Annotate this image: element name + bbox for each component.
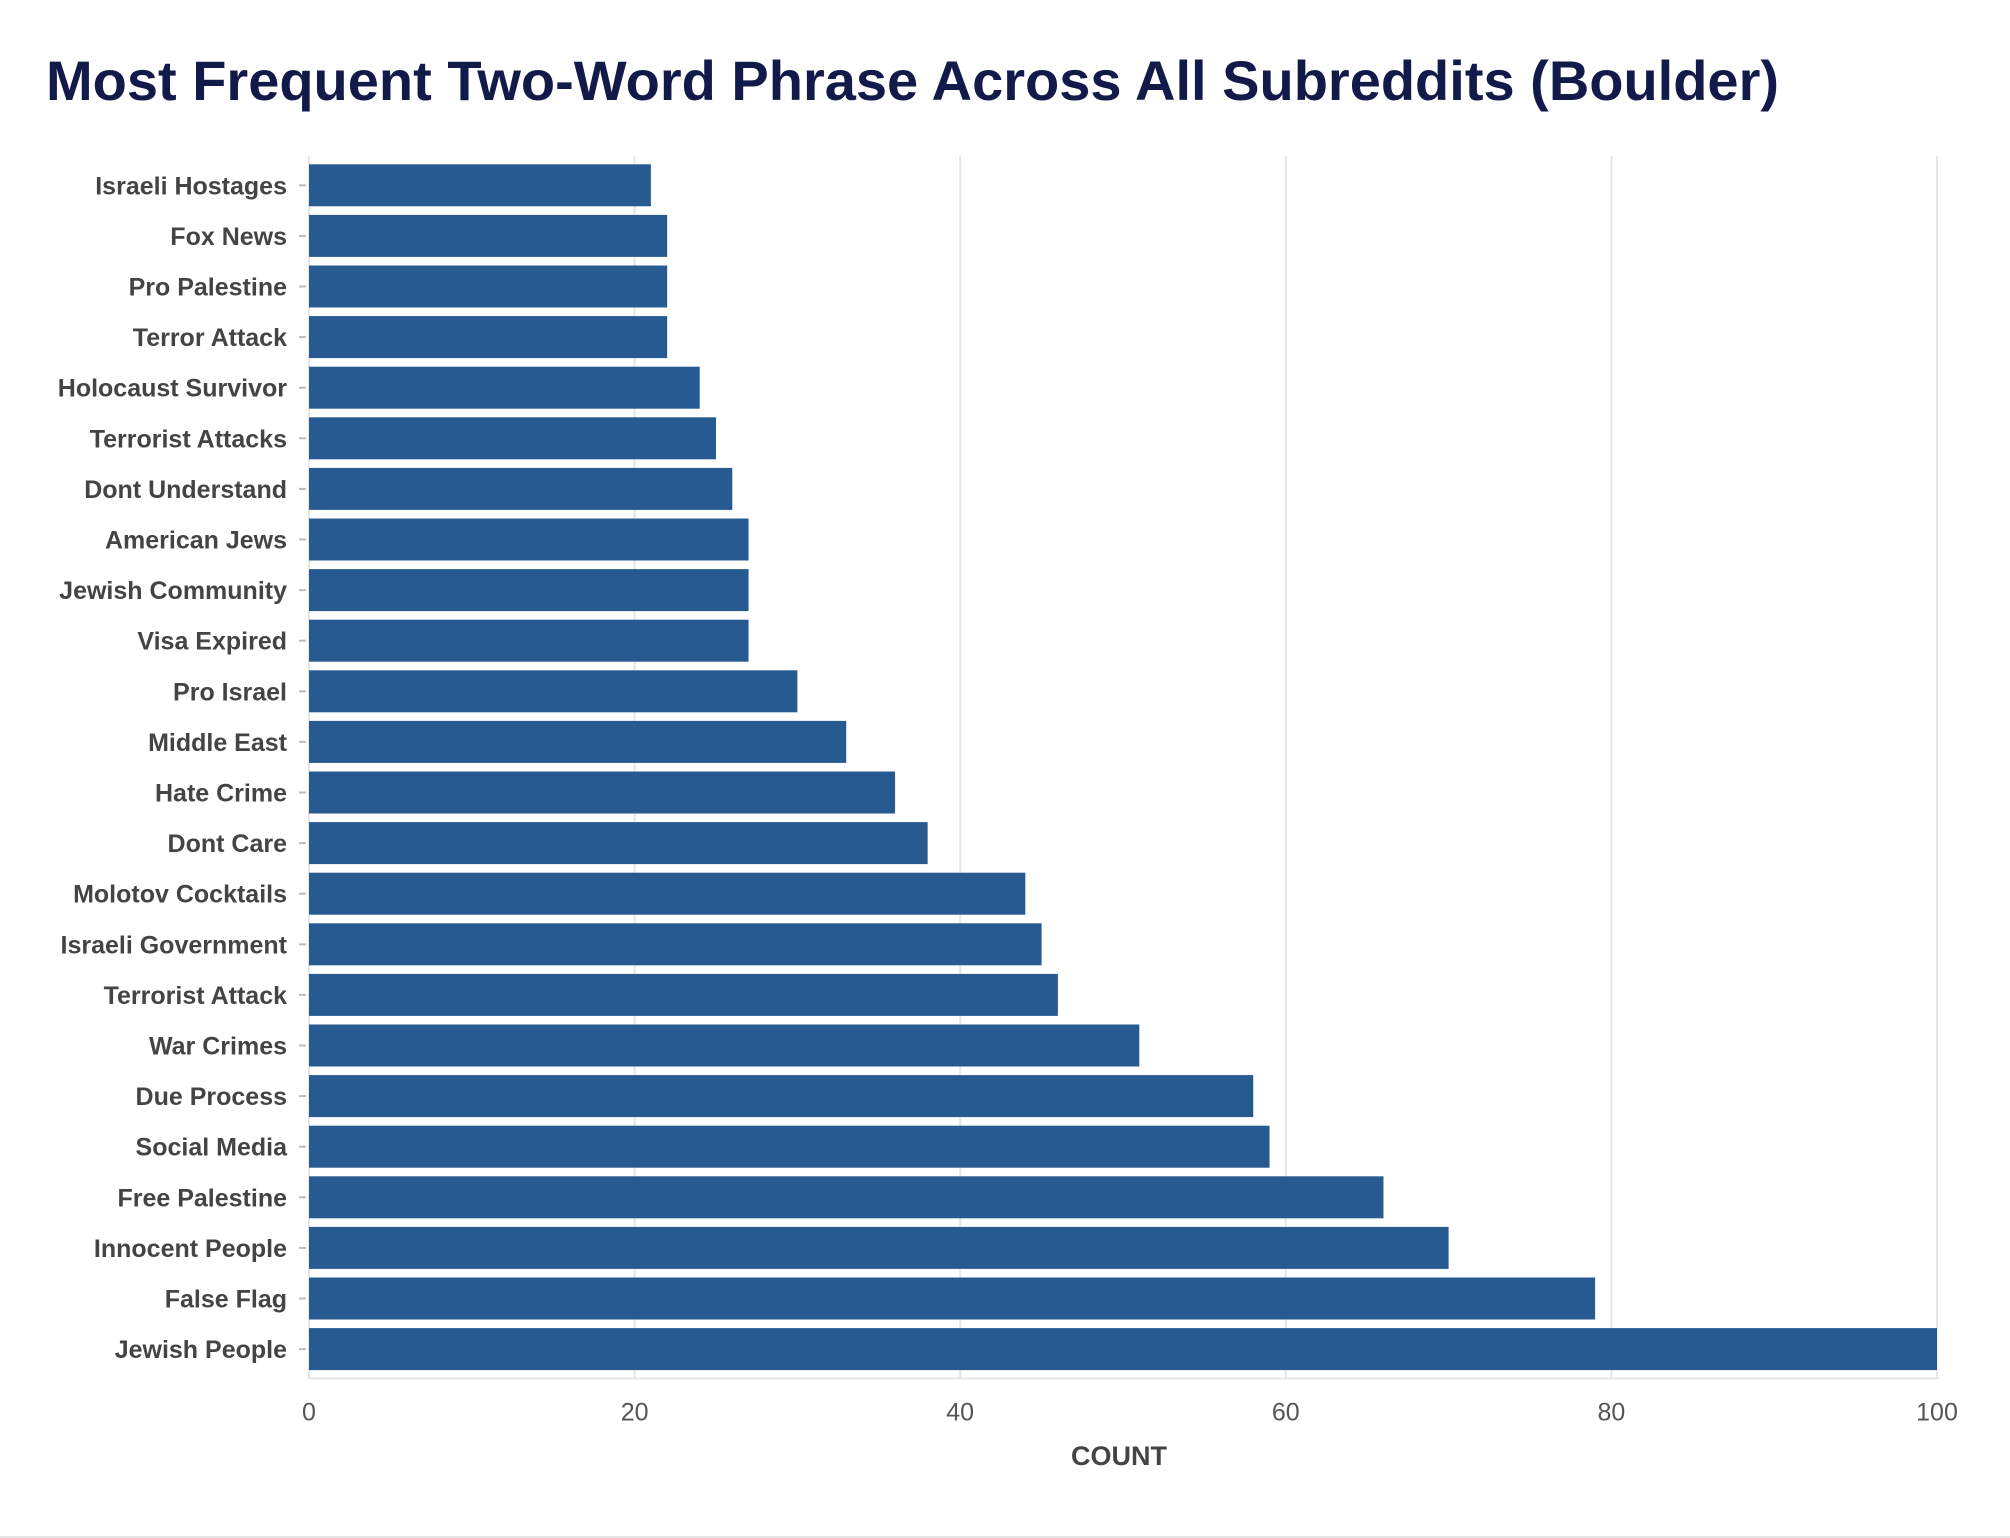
bar xyxy=(309,1024,1140,1067)
x-axis-title: COUNT xyxy=(1071,1441,1167,1471)
category-label: American Jews xyxy=(105,527,287,555)
grid-lines xyxy=(307,156,1939,1380)
bar xyxy=(309,1277,1596,1320)
bar xyxy=(309,720,847,763)
bar xyxy=(309,316,668,359)
x-axis-ticks: 0 20 40 60 80 100 xyxy=(302,1398,1958,1426)
bar xyxy=(309,569,749,612)
category-label: Visa Expired xyxy=(137,628,287,656)
x-tick-label: 40 xyxy=(946,1398,974,1426)
bar xyxy=(309,164,651,207)
category-label: Holocaust Survivor xyxy=(58,375,287,403)
x-tick-label: 0 xyxy=(302,1398,316,1426)
bar xyxy=(309,872,1026,915)
category-label: Middle East xyxy=(148,729,288,757)
bar xyxy=(309,923,1042,966)
category-label: Fox News xyxy=(170,223,287,251)
x-tick-label: 60 xyxy=(1272,1398,1300,1426)
bar xyxy=(309,619,749,662)
x-tick-label: 100 xyxy=(1916,1398,1958,1426)
x-tick-label: 20 xyxy=(621,1398,649,1426)
category-label: Terrorist Attack xyxy=(104,982,287,1010)
bar xyxy=(309,366,700,409)
bar xyxy=(309,1176,1384,1219)
category-label: Free Palestine xyxy=(117,1184,287,1212)
bar xyxy=(309,973,1058,1016)
category-label: Terrorist Attacks xyxy=(90,425,287,453)
category-label: Jewish Community xyxy=(59,577,287,605)
category-label: Dont Care xyxy=(168,830,288,858)
bar xyxy=(309,822,928,865)
bar xyxy=(309,265,668,308)
category-label: Terror Attack xyxy=(133,324,287,352)
category-label: Hate Crime xyxy=(155,780,287,808)
bar xyxy=(309,1075,1254,1118)
bar xyxy=(309,1226,1449,1269)
category-label: War Crimes xyxy=(149,1033,287,1061)
bar xyxy=(309,214,668,257)
bar xyxy=(309,771,896,814)
bar xyxy=(309,518,749,561)
x-tick-label: 80 xyxy=(1597,1398,1625,1426)
bar xyxy=(309,670,798,713)
bar xyxy=(309,467,733,510)
category-labels: Israeli Hostages Fox News Pro Palestine Ter… xyxy=(58,172,306,1364)
bar xyxy=(309,1328,1937,1371)
category-label: False Flag xyxy=(165,1286,287,1314)
category-label: Dont Understand xyxy=(84,476,287,504)
bars xyxy=(309,164,1937,1371)
category-label: Israeli Government xyxy=(61,931,288,959)
category-label: Due Process xyxy=(136,1083,287,1111)
bottom-divider xyxy=(0,1536,2010,1538)
category-label: Pro Israel xyxy=(173,678,287,706)
bar xyxy=(309,417,716,460)
category-label: Jewish People xyxy=(115,1336,287,1364)
category-label: Pro Palestine xyxy=(129,274,287,302)
chart-title: Most Frequent Two-Word Phrase Across All… xyxy=(46,49,1780,112)
bar xyxy=(309,1125,1270,1168)
category-label: Social Media xyxy=(136,1134,289,1162)
category-label: Israeli Hostages xyxy=(95,172,287,200)
category-label: Molotov Cocktails xyxy=(73,881,287,909)
category-label: Innocent People xyxy=(94,1235,287,1263)
